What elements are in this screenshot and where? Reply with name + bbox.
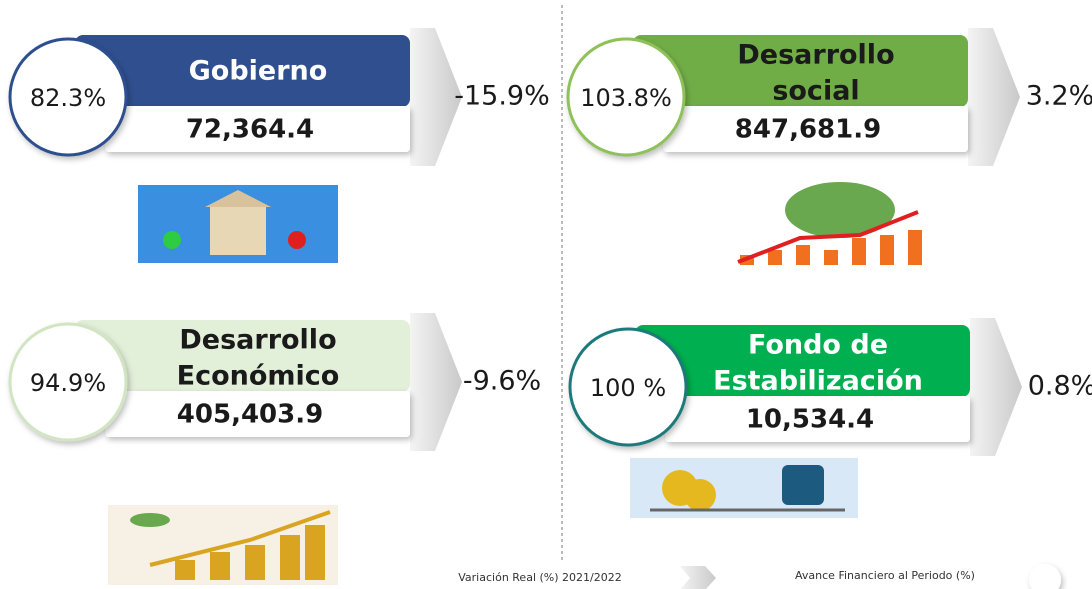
illustration-gobierno (138, 185, 338, 263)
amount: 10,534.4 (746, 405, 874, 435)
amount: 72,364.4 (186, 115, 314, 145)
panel-title: Desarrollo (737, 40, 894, 71)
percent: 100 % (590, 374, 666, 402)
chevron (410, 313, 462, 451)
variation: -15.9% (454, 81, 550, 112)
header-bar (633, 35, 968, 107)
percent: 103.8% (580, 84, 672, 112)
amount-bar (105, 391, 410, 437)
variation: 3.2% (1026, 81, 1092, 112)
amount-bar (105, 106, 410, 152)
panel-title: Estabilización (713, 366, 923, 397)
header-bar (75, 35, 410, 107)
legend-chevron (680, 566, 716, 589)
illustration-fondo (630, 458, 858, 518)
variation: -9.6% (463, 366, 541, 397)
panel-title: Económico (177, 361, 340, 392)
percent: 82.3% (30, 84, 106, 112)
legend-circle (1029, 564, 1061, 589)
variation: 0.8% (1028, 371, 1092, 402)
amount: 847,681.9 (735, 115, 881, 145)
panel-title: Desarrollo (179, 325, 336, 356)
percent-circle (8, 37, 128, 157)
header-bar (635, 325, 970, 397)
illustration-economico (108, 505, 338, 585)
percent-circle (568, 327, 688, 447)
percent: 94.9% (30, 369, 106, 397)
header-bar (75, 320, 410, 392)
panel-title: Gobierno (189, 56, 328, 87)
percent-circle (566, 37, 686, 157)
amount-bar (663, 106, 968, 152)
chevron (970, 318, 1022, 456)
panel-title: Fondo de (748, 330, 888, 361)
chevron (968, 28, 1020, 166)
illustration-social (737, 182, 922, 265)
panel-title: social (772, 76, 859, 107)
legend-label: Avance Financiero al Periodo (%) (795, 569, 975, 582)
amount-bar (665, 396, 970, 442)
percent-circle (8, 322, 128, 442)
amount: 405,403.9 (177, 400, 323, 430)
chevron (410, 28, 462, 166)
legend-label: Variación Real (%) 2021/2022 (458, 571, 621, 584)
